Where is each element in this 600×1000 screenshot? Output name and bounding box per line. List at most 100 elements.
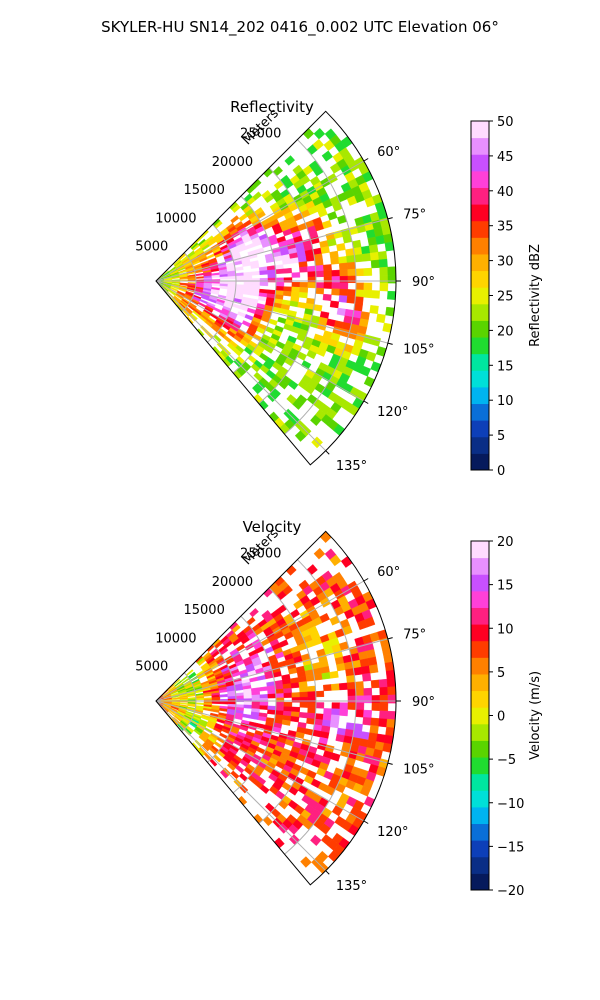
radar-cell [315, 702, 325, 709]
radar-cell [353, 303, 363, 312]
azimuth-tick [387, 762, 393, 765]
radar-cell [371, 702, 381, 711]
colorbar-segment [471, 541, 489, 559]
colorbar-segment [471, 723, 489, 741]
radar-cell [329, 720, 340, 729]
radar-cell [321, 150, 333, 162]
colorbar-tick-label: 30 [497, 255, 514, 270]
radar-cell [339, 288, 349, 297]
radar-cell [249, 676, 259, 683]
radar-cell [235, 695, 245, 700]
radar-cell [255, 247, 265, 254]
radar-cell [359, 658, 370, 668]
radar-cell [370, 336, 381, 347]
radar-cell [322, 713, 332, 722]
radar-cell [298, 261, 308, 268]
radar-cell [195, 702, 205, 705]
azimuth-gridline [155, 280, 365, 402]
radar-cell [347, 688, 357, 697]
radar-cell [378, 678, 388, 688]
radar-cell [307, 696, 317, 703]
radar-cell [331, 702, 341, 710]
radar-cell [330, 683, 340, 691]
radar-cell [313, 127, 326, 140]
colorbar-tick-label: −20 [497, 884, 524, 899]
radar-cell [299, 282, 309, 288]
range-ring [207, 644, 237, 763]
radar-cell [338, 295, 348, 303]
radar-cell [283, 687, 292, 694]
azimuth-tick-label: 135° [336, 459, 367, 474]
radar-cell [291, 272, 301, 278]
radial-tick-label: 20000 [212, 575, 253, 590]
azimuth-tick-label: 105° [403, 762, 434, 777]
azimuth-tick [363, 578, 369, 582]
radial-tick-label: 15000 [183, 183, 224, 198]
radar-cell [379, 266, 389, 276]
radar-cell [370, 679, 380, 689]
colorbar-segment [471, 187, 489, 205]
colorbar-segment [471, 137, 489, 155]
radar-cell [282, 290, 292, 297]
radar-cell [291, 286, 301, 293]
colorbar-segment [471, 353, 489, 371]
radar-cell [282, 585, 293, 596]
radar-cell [313, 304, 323, 312]
radial-tick-label: 15000 [183, 603, 224, 618]
azimuth-tick [387, 342, 393, 345]
radar-cell [310, 834, 322, 847]
radar-cell [387, 274, 397, 284]
radar-cell [302, 127, 315, 140]
radar-cell [355, 695, 365, 704]
figure-title: SKYLER-HU SN14_202 0416_0.002 UTC Elevat… [101, 18, 499, 37]
radar-cell [339, 275, 349, 283]
radar-cell [195, 697, 205, 701]
radar-cell [299, 686, 308, 693]
radar-cell [278, 639, 289, 648]
azimuth-gridline [155, 700, 327, 872]
radar-cell [335, 734, 346, 743]
colorbar-segment [471, 220, 489, 238]
radar-cell [336, 242, 346, 252]
radar-cell [267, 273, 277, 279]
colorbar-segment [471, 420, 489, 438]
radar-cell [347, 702, 357, 710]
radar-cell [275, 688, 284, 695]
radar-cell [347, 268, 357, 277]
polar-grid [155, 139, 396, 452]
colorbar-segment [471, 640, 489, 658]
azimuth-tick-label: 60° [377, 145, 400, 160]
radar-cell [386, 718, 396, 729]
radar-cell [385, 669, 396, 680]
radar-cell [379, 282, 389, 292]
radar-cell [273, 837, 285, 849]
radar-cell [173, 678, 181, 686]
radar-cell [283, 277, 293, 283]
colorbar-segment [471, 287, 489, 305]
radar-cell [314, 713, 324, 721]
radar-cell [284, 155, 296, 166]
radar-cell [201, 743, 210, 752]
radar-cell [363, 289, 373, 299]
radar-cell [355, 268, 365, 277]
radar-cell [211, 283, 221, 287]
radar-cell [259, 281, 269, 287]
radar-cell [339, 269, 349, 277]
radar-cell [300, 856, 312, 868]
radar-cell [211, 701, 221, 705]
radar-cell [355, 282, 365, 291]
colorbar-segment [471, 673, 489, 692]
azimuth-gridline [155, 700, 388, 764]
colorbar-segment [471, 707, 489, 725]
range-ring [232, 195, 277, 374]
panel-velocity: 60° 75° 90° 105° 120° 135° 5000 10000 15000 20000… [135, 518, 543, 899]
radar-cell [368, 244, 379, 254]
colorbar-segment [471, 337, 489, 355]
radar-cell [161, 270, 169, 277]
radar-cell [250, 291, 260, 297]
azimuth-tick-label: 90° [412, 275, 435, 290]
radar-cell [360, 245, 371, 255]
radar-cell [283, 286, 293, 292]
radar-cell [243, 704, 253, 709]
azimuth-gridline [155, 580, 365, 702]
